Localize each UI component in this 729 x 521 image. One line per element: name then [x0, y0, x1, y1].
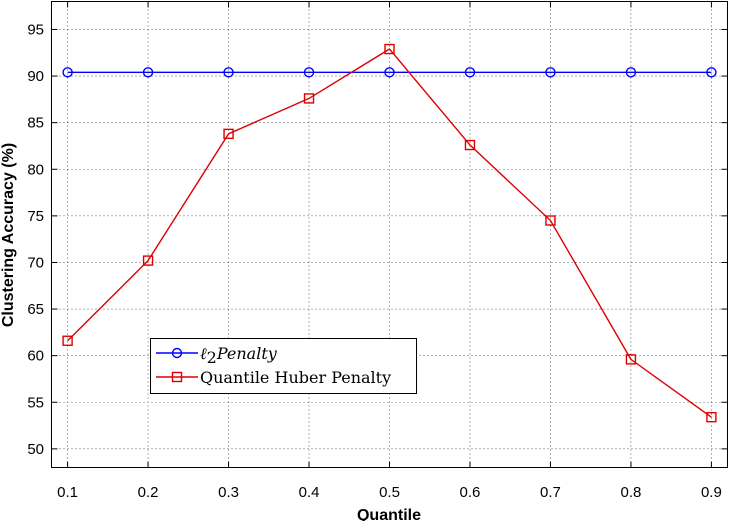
legend-label-quantile-huber-penalty: Quantile Huber Penalty: [200, 368, 391, 387]
legend-marker-circle: [171, 347, 183, 359]
y-tick-label: 75: [27, 208, 44, 225]
x-tick-label: 0.6: [460, 484, 481, 501]
data-point-square: [625, 354, 637, 365]
data-point-circle: [384, 67, 395, 78]
x-tick-label: 0.8: [620, 484, 641, 501]
y-tick-label: 95: [27, 21, 44, 38]
y-tick-label: 70: [27, 254, 44, 271]
x-tick-label: 0.7: [540, 484, 561, 501]
data-point-square: [464, 139, 476, 151]
legend: ℓ2Penalty Quantile Huber Penalty: [150, 338, 417, 394]
x-tick-label: 0.4: [299, 484, 320, 501]
y-tick-label: 80: [27, 161, 44, 178]
legend-box: [150, 338, 417, 394]
series-line-1: [67, 48, 712, 418]
data-point-square: [384, 43, 395, 55]
data-point-circle: [545, 67, 556, 78]
data-point-circle: [303, 67, 315, 78]
y-tick-label: 90: [27, 68, 44, 85]
data-point-square: [706, 411, 717, 423]
y-tick-label: 60: [27, 348, 44, 365]
data-point-square: [223, 128, 234, 140]
data-point-circle: [706, 67, 717, 78]
x-tick-label: 0.5: [379, 484, 400, 501]
data-point-circle: [625, 67, 637, 78]
legend-marker-square: [171, 371, 183, 383]
y-axis-title: Clustering Accuracy (%): [0, 143, 17, 327]
y-tick-label: 55: [27, 394, 44, 411]
x-tick-label: 0.1: [57, 484, 78, 501]
data-point-circle: [142, 67, 154, 78]
x-tick-label: 0.3: [218, 484, 239, 501]
data-point-square: [545, 215, 556, 226]
legend-label-l2-penalty: ℓ2Penalty: [200, 344, 278, 367]
y-tick-label: 65: [27, 301, 44, 318]
data-point-square: [142, 255, 154, 266]
data-point-circle: [223, 67, 234, 78]
data-point-square: [303, 93, 315, 104]
y-tick-label: 85: [27, 115, 44, 132]
data-point-square: [62, 335, 73, 346]
x-axis-title: Quantile: [357, 507, 421, 521]
data-point-circle: [464, 67, 476, 78]
data-point-circle: [62, 67, 73, 78]
y-tick-label: 50: [27, 441, 44, 458]
axis-ticks: 0.1 0.2 0.3 0.4 0.5 0.6 0.7 0.8 0.9 50 55 60 65 70 75 8…: [27, 1, 728, 501]
x-tick-label: 0.9: [701, 484, 722, 501]
x-tick-label: 0.2: [138, 484, 159, 501]
series-group: [62, 43, 717, 423]
